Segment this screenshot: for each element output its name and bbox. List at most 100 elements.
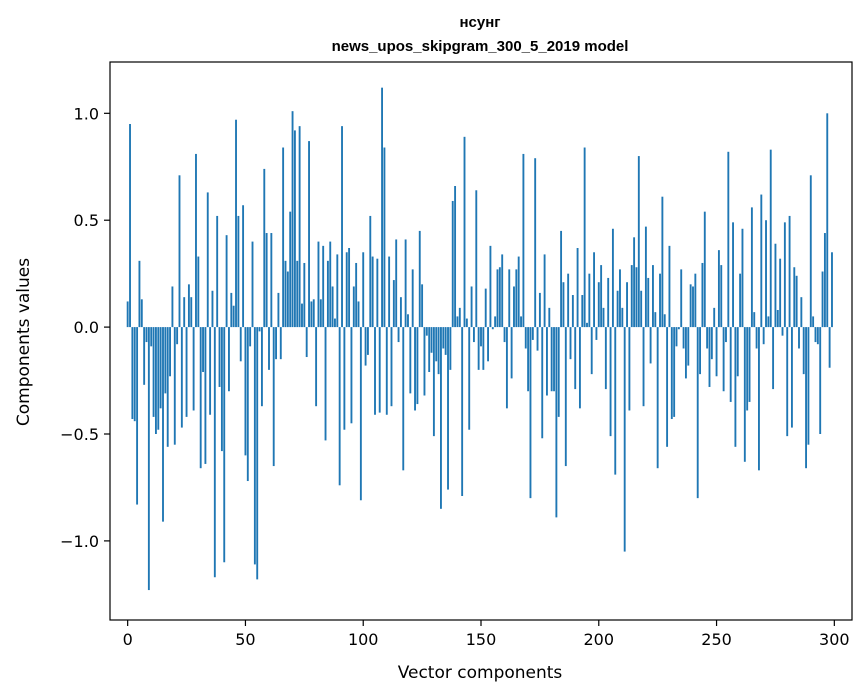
bar-118 (404, 239, 407, 328)
x-tick-label: 0 (123, 630, 133, 649)
bar-4 (136, 327, 139, 505)
bar-143 (463, 136, 466, 328)
bar-250 (715, 327, 718, 377)
bar-270 (762, 327, 765, 345)
bar-47 (237, 215, 240, 328)
bar-62 (272, 327, 275, 467)
bar-298 (828, 327, 831, 368)
bar-157 (496, 269, 499, 328)
bar-247 (708, 327, 711, 387)
bar-120 (409, 327, 412, 394)
bar-147 (472, 327, 475, 343)
bar-55 (256, 327, 259, 580)
bar-98 (357, 301, 360, 328)
x-tick-label: 50 (235, 630, 255, 649)
bar-43 (228, 327, 230, 392)
bar-92 (343, 327, 346, 430)
bar-265 (750, 207, 753, 328)
bar-96 (352, 286, 355, 328)
bar-228 (663, 314, 666, 328)
bar-150 (480, 327, 482, 347)
bar-60 (268, 327, 270, 370)
bar-7 (143, 327, 146, 385)
bar-127 (425, 327, 428, 336)
bar-184 (560, 230, 563, 328)
bar-14 (159, 327, 162, 409)
bar-164 (513, 286, 515, 328)
bar-5 (138, 260, 141, 328)
bar-89 (336, 254, 339, 328)
bar-52 (249, 327, 252, 347)
bar-282 (790, 327, 793, 428)
bar-287 (802, 327, 805, 375)
bar-168 (522, 153, 525, 328)
bar-171 (529, 327, 532, 499)
bar-25 (185, 327, 188, 417)
bar-161 (505, 327, 508, 409)
bars-group (126, 87, 833, 591)
bar-130 (432, 327, 435, 437)
bar-240 (692, 286, 694, 328)
bar-68 (286, 271, 289, 328)
bar-175 (538, 292, 541, 328)
bar-93 (345, 252, 348, 328)
bar-6 (140, 299, 143, 328)
bar-82 (319, 299, 322, 328)
bar-105 (374, 327, 376, 415)
bar-172 (531, 327, 534, 340)
bar-275 (774, 243, 777, 328)
bar-152 (484, 288, 487, 328)
bar-214 (630, 265, 633, 328)
y-axis-label: Components values (14, 258, 34, 426)
bar-119 (407, 314, 409, 328)
bar-297 (826, 113, 829, 328)
bar-2 (131, 327, 134, 420)
bar-260 (739, 273, 742, 328)
bar-153 (487, 327, 489, 362)
bar-218 (640, 290, 643, 328)
bar-123 (416, 327, 419, 405)
bar-124 (418, 230, 421, 328)
bar-88 (334, 318, 336, 328)
bar-141 (458, 307, 461, 328)
bar-261 (741, 228, 744, 328)
x-tick-label: 250 (701, 630, 732, 649)
bar-122 (414, 327, 416, 411)
bar-24 (183, 297, 186, 328)
bar-16 (164, 327, 167, 394)
bar-200 (597, 282, 600, 328)
chart-title: нсунг (459, 14, 500, 31)
bar-178 (546, 327, 548, 396)
bar-269 (760, 194, 763, 328)
bar-185 (562, 282, 565, 328)
bar-39 (218, 327, 221, 387)
x-tick-label: 150 (466, 630, 497, 649)
bar-146 (470, 286, 473, 328)
bar-142 (461, 327, 464, 496)
bar-272 (767, 316, 770, 328)
bar-35 (209, 327, 212, 415)
bar-138 (451, 200, 454, 328)
bar-84 (324, 327, 327, 441)
bar-257 (732, 222, 734, 328)
bar-78 (310, 301, 313, 328)
bar-102 (366, 327, 369, 355)
bar-144 (465, 318, 468, 328)
bar-151 (482, 327, 485, 370)
bar-90 (338, 327, 341, 486)
bar-140 (456, 316, 459, 328)
bar-182 (555, 327, 558, 518)
bar-70 (291, 111, 294, 328)
bar-237 (684, 327, 687, 379)
bar-216 (635, 267, 638, 328)
bar-207 (614, 327, 617, 475)
bar-284 (795, 275, 798, 328)
bar-286 (800, 297, 803, 328)
bar-15 (162, 327, 164, 522)
bar-246 (706, 327, 709, 349)
bar-34 (206, 192, 209, 328)
bar-20 (173, 327, 176, 445)
bar-148 (475, 190, 478, 328)
bar-242 (696, 327, 699, 499)
bar-238 (687, 327, 690, 366)
